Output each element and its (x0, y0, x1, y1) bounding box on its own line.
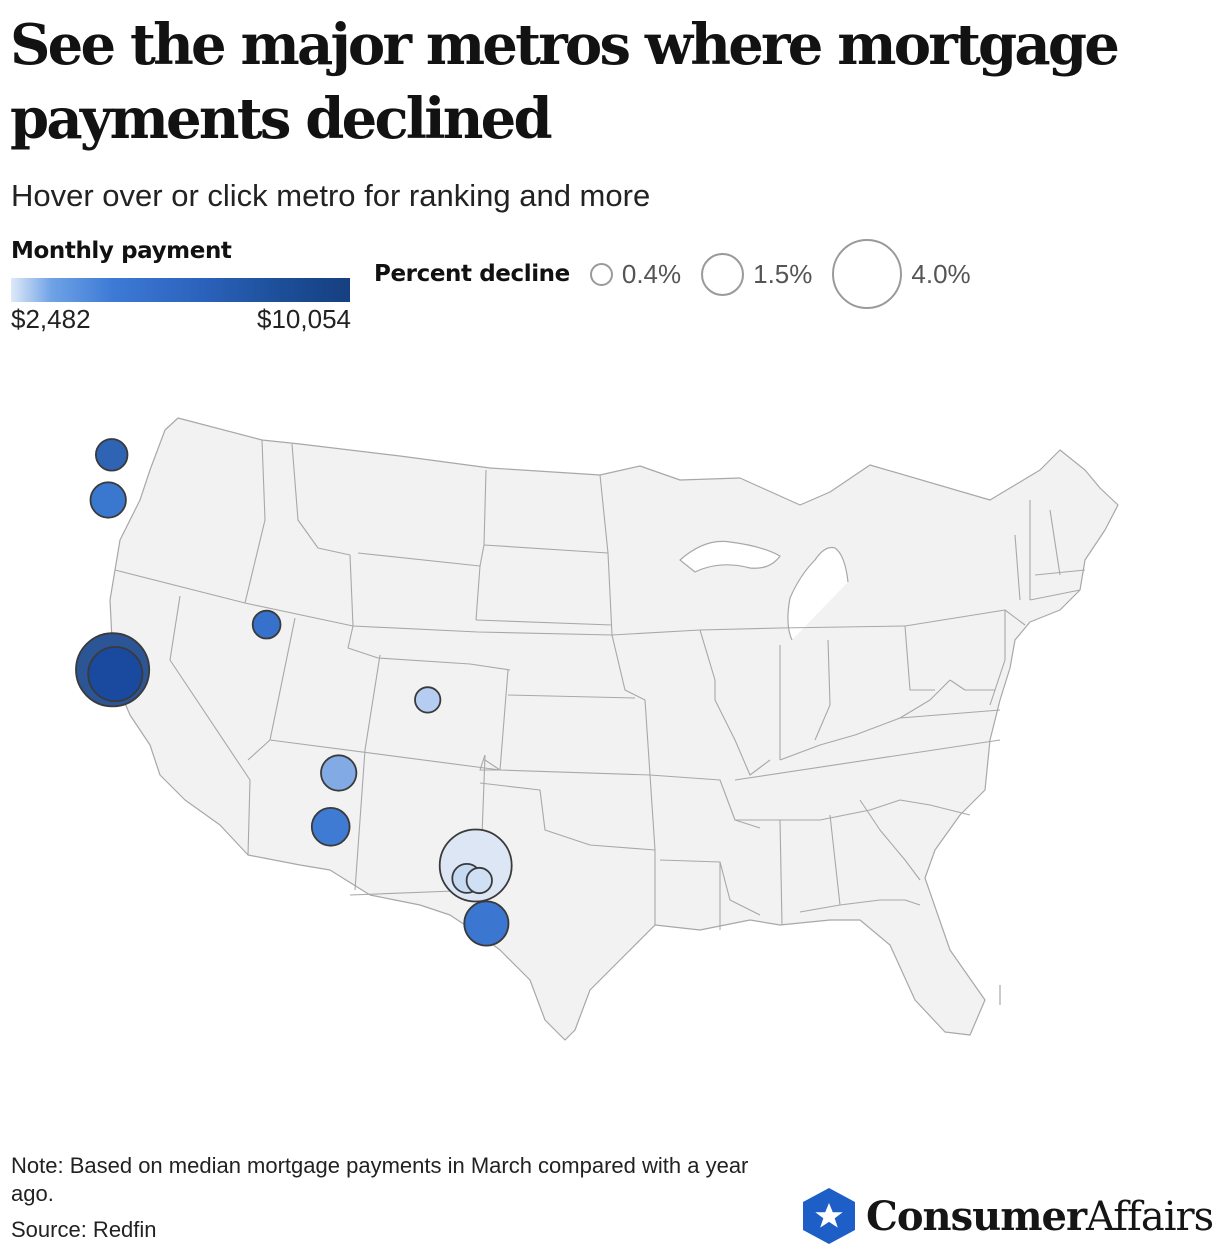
metro-marker[interactable] (94, 438, 129, 472)
shield-star-icon (803, 1188, 855, 1244)
metro-marker[interactable] (463, 900, 510, 947)
chart-source: Source: Redfin (11, 1217, 157, 1242)
metro-marker[interactable] (87, 646, 144, 703)
decline-legend-circle-large (832, 239, 903, 309)
us-metro-map (75, 417, 1119, 1041)
metro-marker[interactable] (414, 686, 442, 714)
brand-wordmark: ConsumerAffairs (866, 1192, 1214, 1240)
payment-legend-min: $2,482 (11, 304, 91, 334)
metro-marker[interactable] (89, 481, 127, 519)
decline-legend-item-medium: 1.5% (701, 252, 813, 296)
metro-marker[interactable] (251, 609, 282, 640)
decline-size-legend: Percent decline 0.4% 1.5% 4.0% (374, 236, 991, 312)
decline-legend-item-large: 4.0% (832, 239, 971, 309)
metro-marker[interactable] (320, 754, 358, 792)
brand-wordmark-bold: Consumer (866, 1192, 1087, 1240)
payment-legend-max: $10,054 (257, 304, 351, 334)
decline-legend-heading: Percent decline (374, 261, 570, 287)
consumer-affairs-logo: ConsumerAffairs (800, 1186, 1214, 1246)
payment-gradient-bar (11, 278, 350, 302)
metro-marker[interactable] (465, 866, 493, 895)
decline-legend-label: 4.0% (911, 258, 971, 289)
metro-marker[interactable] (310, 806, 351, 847)
decline-legend-label: 0.4% (621, 258, 682, 289)
metro-markers (75, 438, 513, 947)
payment-color-legend: Monthly payment $2,482 $10,054 (11, 238, 351, 335)
state-borders (114, 439, 1086, 930)
decline-legend-item-small: 0.4% (589, 258, 682, 290)
decline-legend-circle-small (589, 262, 613, 286)
decline-legend-circle-medium (701, 252, 745, 296)
chart-note: Note: Based on median mortgage payments … (11, 1153, 749, 1206)
chart-title: See the major metros where mortgage paym… (10, 12, 1120, 152)
us-states-land (109, 417, 1119, 1041)
chart-subtitle: Hover over or click metro for ranking an… (11, 178, 651, 213)
brand-wordmark-regular: Affairs (1086, 1193, 1214, 1240)
payment-legend-heading: Monthly payment (11, 238, 232, 264)
decline-legend-label: 1.5% (753, 258, 813, 289)
